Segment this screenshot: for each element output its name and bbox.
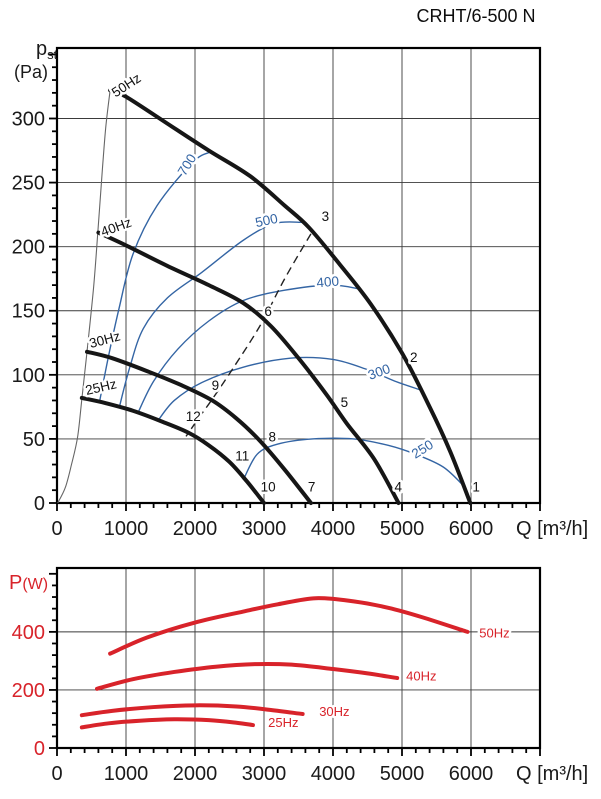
y-axis-label: P(W) xyxy=(9,572,48,594)
svg-text:pst: pst xyxy=(36,38,58,62)
x-tick-label: 3000 xyxy=(242,518,287,540)
point-label-2: 2 xyxy=(410,350,418,365)
curve-label-25Hz: 25Hz xyxy=(268,715,298,730)
y-tick-label: 0 xyxy=(34,738,45,760)
x-tick-label: 0 xyxy=(51,518,62,540)
x-axis-label: Q [m³/h] xyxy=(516,518,588,540)
x-tick-label: 0 xyxy=(51,763,62,785)
y-tick-label: 250 xyxy=(12,173,45,195)
x-tick-label: 2000 xyxy=(173,518,218,540)
point-label-9: 9 xyxy=(212,378,220,393)
curve-label-25Hz: 25Hz xyxy=(84,376,118,398)
point-label-4: 4 xyxy=(394,479,402,494)
x-tick-label: 3000 xyxy=(242,763,287,785)
y-axis-label: pst(Pa) xyxy=(14,38,58,82)
point-label-1: 1 xyxy=(472,479,480,494)
x-tick-label: 6000 xyxy=(449,518,494,540)
curve-30Hz xyxy=(79,703,305,718)
curve-50Hz xyxy=(108,596,470,656)
power-flow-chart: 0 1000 2000 3000 4000 5000 6000 0 200 400 Q [m³/h]… xyxy=(9,566,588,785)
svg-text:(Pa): (Pa) xyxy=(14,62,48,82)
gridlines xyxy=(57,568,540,748)
contour-curve-700 xyxy=(99,151,212,401)
x-tick-label: 4000 xyxy=(311,763,356,785)
point-label-10: 10 xyxy=(261,479,276,494)
curve-25Hz xyxy=(79,717,255,730)
x-tick-label: 1000 xyxy=(104,763,149,785)
contour-label: 500 xyxy=(254,211,279,230)
curve-label-50Hz: 50Hz xyxy=(479,626,509,641)
curve-25Hz xyxy=(79,395,266,505)
point-label-3: 3 xyxy=(322,209,330,224)
x-tick-label: 4000 xyxy=(311,518,356,540)
surge-boundary-line xyxy=(57,90,111,504)
chart-title: CRHT/6-500 N xyxy=(416,6,535,26)
plot-border xyxy=(55,566,542,750)
curve-30Hz xyxy=(85,349,313,505)
svg-text:P(W): P(W) xyxy=(9,572,48,594)
curve-50Hz xyxy=(108,88,473,505)
curves: 50Hz 40Hz 30Hz 25Hz xyxy=(79,596,512,732)
point-label-11: 11 xyxy=(235,449,249,464)
point-label-7: 7 xyxy=(308,479,316,494)
curve-label-40Hz: 40Hz xyxy=(406,669,436,684)
contour-label: 300 xyxy=(366,361,392,383)
curve-label-40Hz: 40Hz xyxy=(99,215,134,240)
x-tick-label: 6000 xyxy=(449,763,494,785)
x-tick-label: 5000 xyxy=(380,763,425,785)
y-tick-label: 200 xyxy=(12,237,45,259)
contour-curve-250 xyxy=(242,437,465,487)
point-label-5: 5 xyxy=(341,395,349,410)
gridlines xyxy=(57,48,540,503)
curve-40Hz xyxy=(96,230,401,505)
pressure-flow-chart: 0 1000 2000 3000 4000 5000 6000050100150200250… xyxy=(12,38,589,540)
tick-labels: 0 1000 2000 3000 4000 5000 6000 0 200 400 xyxy=(12,622,494,785)
y-tick-label: 400 xyxy=(12,622,45,644)
x-axis-label: Q [m³/h] xyxy=(516,763,588,785)
contour-label: 250 xyxy=(409,437,436,462)
y-tick-label: 200 xyxy=(12,680,45,702)
dashed-guide-line xyxy=(185,233,312,437)
point-label-12: 12 xyxy=(186,409,201,424)
y-tick-label: 50 xyxy=(23,429,45,451)
curve-label-30Hz: 30Hz xyxy=(88,328,123,351)
x-tick-label: 2000 xyxy=(173,763,218,785)
contour-curve-400 xyxy=(137,284,361,414)
contour-label: 700 xyxy=(175,151,200,178)
x-tick-label: 5000 xyxy=(380,518,425,540)
contour-curve-300 xyxy=(157,356,422,422)
x-tick-label: 1000 xyxy=(104,518,149,540)
y-tick-label: 0 xyxy=(34,493,45,515)
y-tick-label: 300 xyxy=(12,108,45,130)
curves xyxy=(79,88,473,505)
y-tick-label: 150 xyxy=(12,301,45,323)
contour-label: 400 xyxy=(316,273,340,290)
axis-ticks xyxy=(49,53,541,511)
tick-labels: 0 1000 2000 3000 4000 5000 6000050100150200250… xyxy=(12,108,494,540)
curve-label-30Hz: 30Hz xyxy=(319,704,349,719)
curve-40Hz xyxy=(95,661,400,691)
point-label-8: 8 xyxy=(269,429,277,444)
plot-border xyxy=(55,46,542,505)
point-label-6: 6 xyxy=(264,304,272,319)
y-tick-label: 100 xyxy=(12,365,45,387)
